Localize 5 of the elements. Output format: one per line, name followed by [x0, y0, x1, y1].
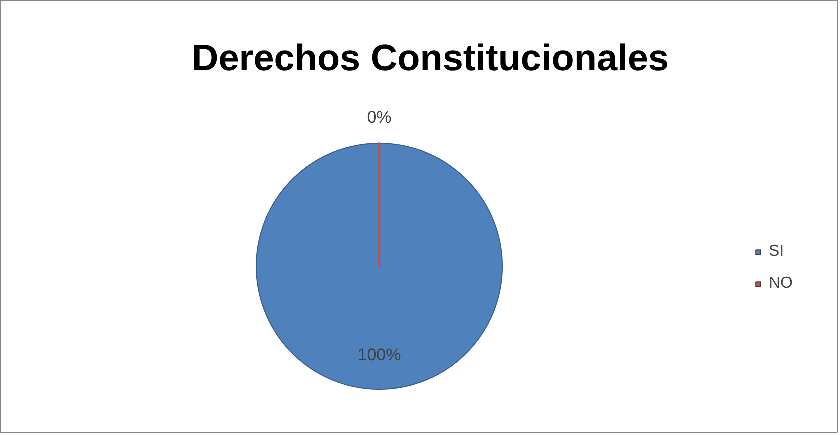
data-label: 100% — [358, 346, 402, 365]
legend-label: SI — [769, 243, 786, 261]
text: 0% — [367, 108, 392, 128]
legend-label: NO — [769, 275, 793, 293]
chart-title: Derechos Constitucionales — [192, 38, 670, 78]
